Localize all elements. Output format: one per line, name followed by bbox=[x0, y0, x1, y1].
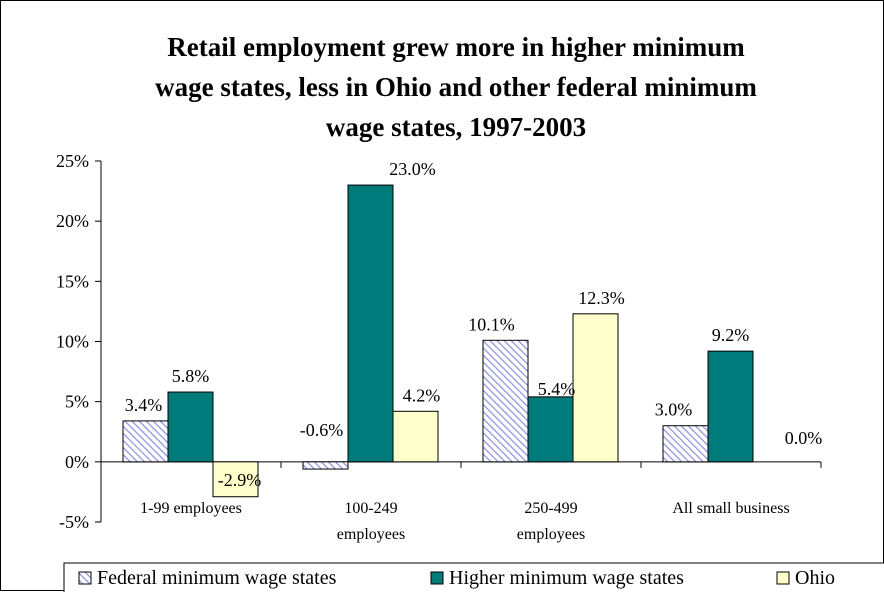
legend-label: Ohio bbox=[795, 567, 835, 589]
y-tick-label: 0% bbox=[65, 452, 89, 472]
chart-title-line: wage states, less in Ohio and other fede… bbox=[155, 72, 757, 102]
x-category-label: All small business bbox=[672, 500, 789, 517]
chart-title: Retail employment grew more in higher mi… bbox=[155, 32, 757, 142]
bar-federal bbox=[482, 339, 529, 463]
bar-ohio bbox=[572, 313, 619, 463]
bar-ohio bbox=[392, 410, 439, 463]
legend-swatch bbox=[78, 571, 92, 585]
y-tick-label: -5% bbox=[59, 512, 89, 532]
data-label: 0.0% bbox=[785, 428, 823, 448]
chart-legend: Federal minimum wage states Higher minimu… bbox=[63, 562, 884, 592]
x-category-label: 1-99 employees bbox=[140, 500, 242, 517]
y-tick-label: 20% bbox=[56, 211, 89, 231]
legend-label: Higher minimum wage states bbox=[449, 567, 684, 589]
x-category-label: 250-499 bbox=[524, 500, 577, 517]
chart-axes: -5% 0% 5% 10% 15% 20% 25% 1-99 employees 100-249… bbox=[56, 151, 822, 543]
data-label: 3.0% bbox=[655, 400, 693, 420]
y-tick-label: 5% bbox=[65, 392, 89, 412]
x-category-label: 100-249 bbox=[344, 500, 397, 517]
data-label: -2.9% bbox=[218, 470, 262, 490]
data-label: 9.2% bbox=[712, 325, 750, 345]
data-label: 3.4% bbox=[125, 395, 163, 415]
bar-higher bbox=[707, 350, 754, 463]
legend-box bbox=[63, 562, 884, 592]
data-label: 10.1% bbox=[468, 314, 515, 334]
legend-swatch bbox=[776, 571, 790, 585]
x-category-label: employees bbox=[337, 526, 405, 543]
chart-bars bbox=[122, 184, 754, 498]
bar-federal bbox=[302, 461, 349, 470]
data-label: 12.3% bbox=[578, 288, 625, 308]
y-tick-label: 25% bbox=[56, 151, 89, 171]
legend-label: Federal minimum wage states bbox=[97, 567, 337, 589]
bar-federal bbox=[122, 420, 169, 463]
y-tick-label: 10% bbox=[56, 332, 89, 352]
legend-swatch bbox=[430, 571, 444, 585]
bar-higher bbox=[527, 396, 574, 463]
bar-higher bbox=[347, 184, 394, 463]
bar-ohio bbox=[212, 461, 259, 498]
data-label: 5.4% bbox=[538, 379, 576, 399]
data-label: 23.0% bbox=[389, 159, 436, 179]
x-category-label: employees bbox=[517, 526, 585, 543]
data-label: 5.8% bbox=[172, 366, 210, 386]
bar-higher bbox=[167, 391, 214, 463]
chart-data-labels: 3.4% -0.6% 10.1% 3.0% 5.8% 23.0% 5.4% 9.2% -2.9%… bbox=[125, 159, 823, 490]
data-label: -0.6% bbox=[300, 420, 344, 440]
y-tick-label: 15% bbox=[56, 271, 89, 291]
chart-title-line: Retail employment grew more in higher mi… bbox=[167, 32, 745, 62]
bar-federal bbox=[662, 425, 709, 463]
data-label: 4.2% bbox=[403, 385, 441, 405]
chart-title-line: wage states, 1997-2003 bbox=[326, 112, 586, 142]
